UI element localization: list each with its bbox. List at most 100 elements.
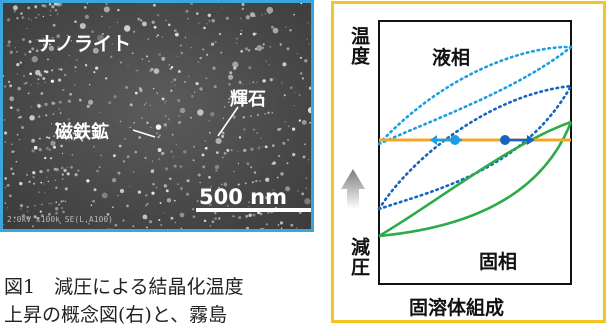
mineral-grain [287,47,290,50]
mineral-grain [64,74,66,76]
mineral-grain [20,209,21,210]
mineral-grain [255,33,257,35]
mineral-grain [16,161,18,163]
mineral-grain [151,68,154,71]
mineral-grain [293,14,295,16]
mineral-grain [42,171,43,172]
mineral-grain [120,189,124,193]
mineral-grain [71,154,73,156]
mineral-grain [43,16,44,17]
mineral-grain [265,13,267,15]
mineral-grain [56,202,57,203]
mineral-grain [262,47,264,49]
mineral-grain [221,7,222,8]
mineral-grain [243,116,245,118]
mineral-grain [102,192,108,198]
mineral-grain [95,66,98,69]
mineral-grain [193,146,195,148]
mineral-grain [87,105,90,108]
mineral-grain [180,165,183,168]
mineral-grain [132,225,134,227]
mineral-grain [58,204,60,206]
mineral-grain [257,132,258,133]
mineral-grain [117,22,118,23]
mineral-grain [306,23,307,24]
mineral-grain [305,86,306,87]
mineral-grain [212,19,215,22]
liquidus-upper-curve [379,47,571,144]
mineral-grain [85,15,89,19]
mineral-grain [113,95,116,98]
mineral-grain [175,222,176,223]
mineral-grain [214,217,217,220]
mineral-grain [208,120,210,122]
mineral-grain [166,189,169,192]
mineral-grain [137,18,140,21]
mineral-grain [177,56,178,57]
mineral-grain [51,123,52,124]
mineral-grain [20,204,23,207]
mineral-grain [180,213,185,218]
mineral-grain [154,26,157,29]
mineral-grain [170,151,172,153]
mineral-grain [20,61,22,63]
mineral-grain [219,33,221,35]
mineral-grain [105,77,107,79]
mineral-grain [267,7,274,14]
mineral-grain [5,187,6,188]
mineral-grain [311,26,313,28]
mineral-grain [60,112,62,114]
mineral-grain [62,178,63,179]
mineral-grain [180,187,183,190]
mineral-grain [32,176,34,178]
mineral-grain [7,44,10,47]
mineral-grain [50,157,52,159]
mineral-grain [88,100,93,105]
mineral-grain [309,87,312,90]
mineral-grain [19,116,22,119]
mineral-grain [69,93,72,96]
mineral-grain [183,150,186,153]
mineral-grain [7,207,8,208]
mineral-grain [174,29,177,32]
mineral-grain [187,18,188,19]
mineral-grain [156,36,158,38]
mineral-grain [164,115,167,118]
mineral-grain [138,190,141,193]
mineral-grain [237,151,238,152]
mineral-grain [53,24,56,27]
mineral-grain [196,12,198,14]
mineral-grain [57,14,58,15]
mineral-grain [99,166,101,168]
mineral-grain [304,198,310,204]
mineral-grain [49,3,52,6]
mineral-grain [174,200,176,202]
mineral-grain [265,60,267,62]
mineral-grain [311,153,314,156]
mineral-grain [49,149,51,151]
mineral-grain [17,73,19,75]
mineral-grain [24,82,27,85]
mineral-grain [4,177,7,180]
mineral-grain [285,121,286,122]
mineral-grain [253,81,255,83]
mineral-grain [156,132,158,134]
mineral-grain [98,229,99,230]
mineral-grain [292,153,295,156]
mineral-grain [174,165,177,168]
mineral-grain [18,87,21,90]
mineral-grain [214,85,217,88]
mineral-grain [93,71,95,73]
mineral-grain [280,221,283,224]
mineral-grain [60,200,62,202]
mineral-grain [29,115,34,120]
mineral-grain [165,167,168,170]
mineral-grain [145,103,147,105]
mineral-grain [177,183,179,185]
mineral-grain [44,157,46,159]
mineral-grain [209,132,211,134]
mineral-grain [75,173,78,176]
mineral-grain [259,231,261,232]
mineral-grain [280,172,283,175]
mineral-grain [10,167,13,170]
